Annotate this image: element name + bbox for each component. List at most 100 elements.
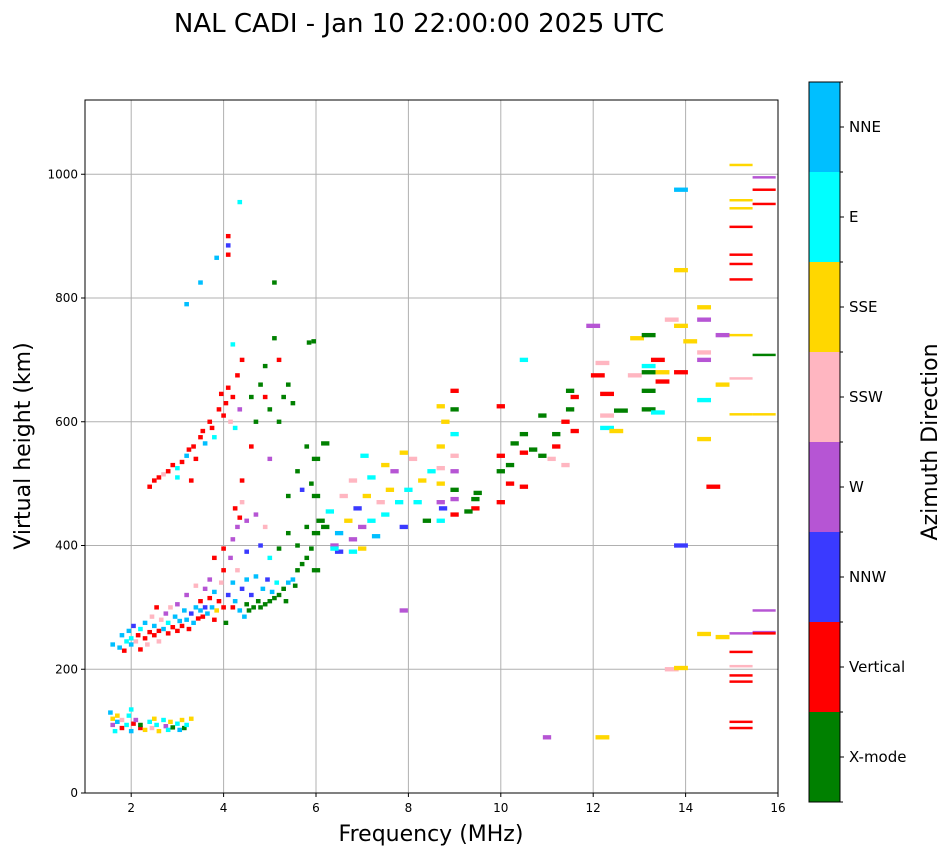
x-tick-label: 6 <box>312 801 320 815</box>
point-vertical <box>179 623 185 629</box>
point-nne <box>151 623 157 629</box>
point-vertical <box>239 478 245 483</box>
point-vertical <box>186 447 192 452</box>
point-vertical <box>186 626 192 632</box>
point-nne <box>128 728 134 734</box>
point-sse <box>655 370 670 375</box>
point-nnw <box>188 611 194 616</box>
point-e <box>519 357 529 363</box>
point-vertical <box>170 462 176 468</box>
point-vertical <box>131 721 136 726</box>
point-x-mode <box>267 407 273 412</box>
x-tick-label: 2 <box>127 801 135 815</box>
point-x-mode <box>565 407 575 412</box>
point-x-mode <box>473 490 482 496</box>
point-nne <box>177 618 183 624</box>
point-w <box>450 496 459 502</box>
point-sse <box>179 717 185 723</box>
point-nne <box>108 710 113 715</box>
point-x-mode <box>309 481 314 486</box>
point-x-mode <box>641 407 656 412</box>
point-w <box>244 518 250 523</box>
point-vertical <box>151 478 157 483</box>
point-nne <box>232 599 238 604</box>
point-ssw <box>697 350 712 355</box>
point-vertical <box>200 428 206 434</box>
point-ssw <box>235 568 240 573</box>
point-sse <box>441 419 450 424</box>
point-e <box>154 722 159 728</box>
point-x-mode <box>281 394 286 400</box>
point-vertical <box>175 628 180 634</box>
point-x-mode <box>304 444 310 449</box>
point-w <box>729 632 753 635</box>
point-ssw <box>149 725 155 731</box>
point-x-mode <box>311 530 321 536</box>
point-e <box>600 425 614 431</box>
point-vertical <box>212 617 217 622</box>
point-vertical <box>225 385 231 390</box>
point-x-mode <box>251 605 256 610</box>
point-vertical <box>165 469 171 474</box>
point-e <box>274 580 280 585</box>
colorbar-segment <box>809 352 840 442</box>
point-w <box>228 555 233 561</box>
point-x-mode <box>306 340 312 345</box>
point-x-mode <box>321 524 330 530</box>
point-vertical <box>496 500 505 505</box>
point-e <box>450 431 459 437</box>
point-x-mode <box>471 496 480 502</box>
y-tick-label: 400 <box>55 539 78 553</box>
colorbar-tick-label: NNE <box>849 118 881 136</box>
point-nne <box>230 580 236 585</box>
point-sse <box>418 478 427 483</box>
point-e <box>175 465 180 471</box>
point-e <box>395 500 404 505</box>
point-vertical <box>729 253 753 256</box>
point-w <box>267 456 273 462</box>
point-nne <box>128 642 134 647</box>
colorbar-tick-label: SSW <box>849 388 883 406</box>
point-nnw <box>299 487 305 492</box>
point-e <box>427 469 436 474</box>
point-ssw <box>376 500 385 505</box>
point-sse <box>729 207 753 210</box>
point-sse <box>115 713 120 718</box>
point-nne <box>290 577 296 582</box>
point-nne <box>205 611 210 616</box>
point-vertical <box>471 506 480 511</box>
point-nne <box>184 302 189 307</box>
point-nne <box>117 645 122 650</box>
point-vertical <box>729 726 753 730</box>
point-x-mode <box>304 524 310 530</box>
point-e <box>128 636 134 641</box>
point-e <box>237 199 243 205</box>
point-vertical <box>191 444 196 449</box>
point-vertical <box>570 394 579 400</box>
point-e <box>367 475 376 480</box>
point-vertical <box>193 456 199 462</box>
chart-title: NAL CADI - Jan 10 22:00:00 2025 UTC <box>174 9 664 39</box>
point-w <box>348 537 358 542</box>
point-vertical <box>156 475 162 480</box>
point-x-mode <box>464 509 473 514</box>
y-axis-ticks: 0 200 400 600 800 1000 <box>47 167 85 800</box>
point-x-mode <box>613 408 628 413</box>
point-w <box>110 722 116 728</box>
colorbar-tick-label: Vertical <box>849 658 905 676</box>
point-w <box>207 577 213 582</box>
point-w <box>202 586 208 591</box>
point-ssw <box>119 717 125 723</box>
point-nnw <box>225 243 231 248</box>
point-nnw <box>249 592 254 598</box>
point-sse <box>697 305 712 310</box>
point-vertical <box>156 628 162 634</box>
y-tick-label: 200 <box>55 662 78 676</box>
point-x-mode <box>519 431 529 437</box>
point-ssw <box>729 664 753 668</box>
grid <box>85 100 779 794</box>
point-vertical <box>165 631 171 636</box>
point-sse <box>151 716 157 721</box>
point-vertical <box>590 373 605 378</box>
point-w <box>235 524 240 530</box>
